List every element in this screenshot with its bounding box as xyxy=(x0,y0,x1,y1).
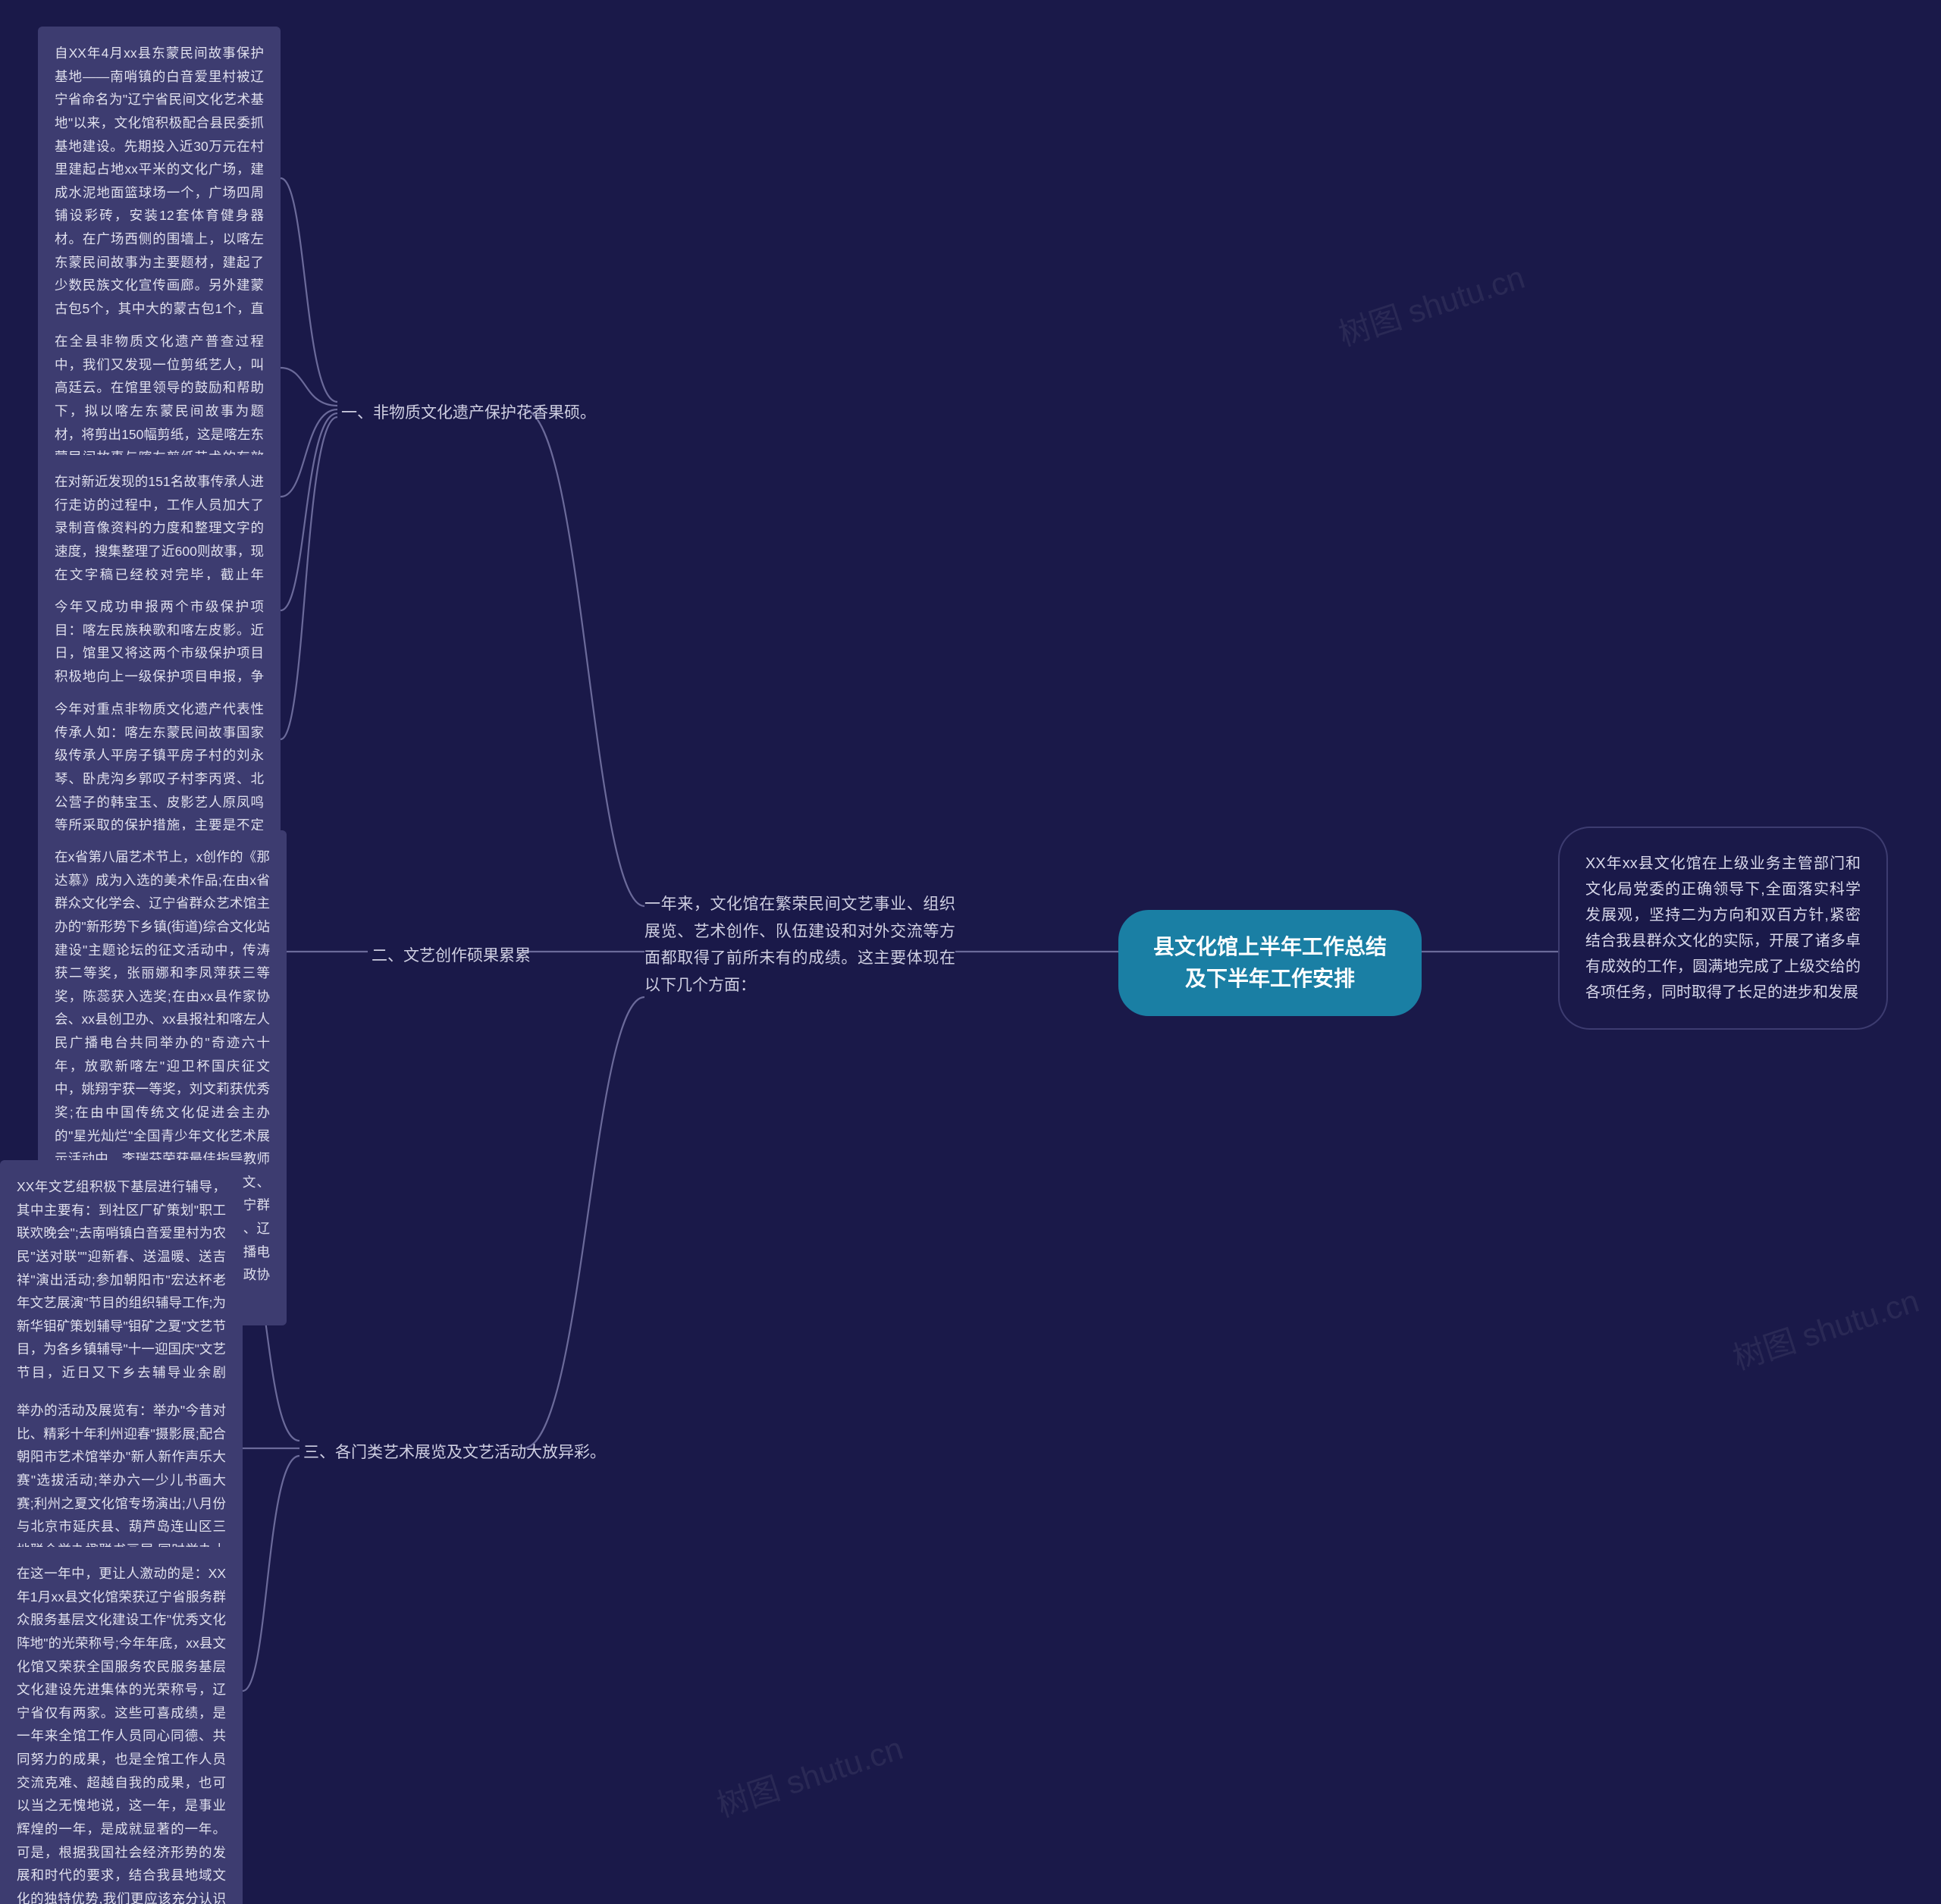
central-topic[interactable]: 县文化馆上半年工作总结 及下半年工作安排 xyxy=(1118,910,1422,1016)
section3-item[interactable]: 在这一年中，更让人激动的是：XX年1月xx县文化馆荣获辽宁省服务群众服务基层文化… xyxy=(0,1547,243,1904)
mindmap-canvas: 树图 shutu.cn 树图 shutu.cn 树图 shutu.cn 县文化馆… xyxy=(0,0,1941,1904)
section2-label[interactable]: 二、文艺创作硕果累累 xyxy=(372,943,569,970)
central-line2: 及下半年工作安排 xyxy=(1185,967,1355,990)
section1-label[interactable]: 一、非物质文化遗产保护花香果硕。 xyxy=(341,400,607,427)
section3-label[interactable]: 三、各门类艺术展览及文艺活动大放异彩。 xyxy=(303,1439,607,1466)
watermark: 树图 shutu.cn xyxy=(1726,1275,1924,1379)
central-line1: 县文化馆上半年工作总结 xyxy=(1153,935,1387,958)
watermark: 树图 shutu.cn xyxy=(710,1723,908,1827)
watermark: 树图 shutu.cn xyxy=(1332,252,1530,356)
right-summary-bubble[interactable]: XX年xx县文化馆在上级业务主管部门和文化局党委的正确领导下,全面落实科学发展观… xyxy=(1558,827,1888,1030)
intro-node[interactable]: 一年来，文化馆在繁荣民间文艺事业、组织展览、艺术创作、队伍建设和对外交流等方面都… xyxy=(644,891,955,999)
